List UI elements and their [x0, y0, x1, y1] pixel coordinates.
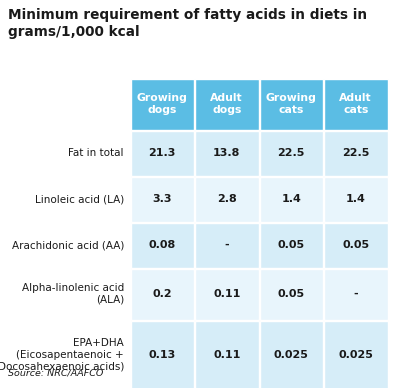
Bar [260, 268, 323, 319]
Text: -: - [224, 240, 229, 250]
Bar [260, 130, 323, 175]
Bar [260, 222, 323, 267]
Bar [260, 320, 323, 388]
Bar [260, 78, 323, 130]
Bar [195, 177, 258, 222]
Bar [130, 268, 194, 319]
Text: 22.5: 22.5 [278, 148, 305, 158]
Bar [130, 222, 194, 267]
Text: 22.5: 22.5 [342, 148, 369, 158]
Text: 0.11: 0.11 [213, 350, 241, 360]
Text: 13.8: 13.8 [213, 148, 241, 158]
Bar [130, 78, 194, 130]
Text: -: - [354, 289, 358, 299]
Bar [130, 177, 194, 222]
Text: 0.025: 0.025 [338, 350, 373, 360]
Bar [324, 222, 387, 267]
Text: Growing
cats: Growing cats [266, 93, 317, 115]
Text: Arachidonic acid (AA): Arachidonic acid (AA) [11, 240, 124, 250]
Bar [130, 320, 194, 388]
Text: Adult
dogs: Adult dogs [211, 93, 243, 115]
Bar [195, 222, 258, 267]
Bar [195, 268, 258, 319]
Bar [130, 130, 194, 175]
Bar [324, 177, 387, 222]
Text: 0.025: 0.025 [274, 350, 308, 360]
Text: 2.8: 2.8 [217, 194, 237, 204]
Bar [260, 177, 323, 222]
Text: 0.05: 0.05 [342, 240, 369, 250]
Bar [195, 78, 258, 130]
Bar [324, 268, 387, 319]
Text: 21.3: 21.3 [149, 148, 176, 158]
Text: 0.13: 0.13 [149, 350, 176, 360]
Text: Growing
dogs: Growing dogs [137, 93, 188, 115]
Text: 0.05: 0.05 [278, 240, 305, 250]
Text: Adult
cats: Adult cats [339, 93, 372, 115]
Text: Alpha-linolenic acid
(ALA): Alpha-linolenic acid (ALA) [22, 283, 124, 305]
Text: 0.11: 0.11 [213, 289, 241, 299]
Text: Fat in total: Fat in total [68, 148, 124, 158]
Text: Linoleic acid (LA): Linoleic acid (LA) [35, 194, 124, 204]
Text: 0.08: 0.08 [149, 240, 176, 250]
Bar [324, 130, 387, 175]
Text: 3.3: 3.3 [152, 194, 172, 204]
Bar [324, 320, 387, 388]
Text: 0.05: 0.05 [278, 289, 305, 299]
Text: 1.4: 1.4 [281, 194, 301, 204]
Text: EPA+DHA
(Eicosapentaenoic +
Docosahexaenoic acids): EPA+DHA (Eicosapentaenoic + Docosahexaen… [0, 338, 124, 372]
Text: 0.2: 0.2 [152, 289, 172, 299]
Text: Source: NRC/AAFCO: Source: NRC/AAFCO [8, 369, 103, 378]
Text: 1.4: 1.4 [346, 194, 366, 204]
Bar [324, 78, 387, 130]
Text: Minimum requirement of fatty acids in diets in
grams/1,000 kcal: Minimum requirement of fatty acids in di… [8, 8, 367, 39]
Bar [195, 130, 258, 175]
Bar [195, 320, 258, 388]
